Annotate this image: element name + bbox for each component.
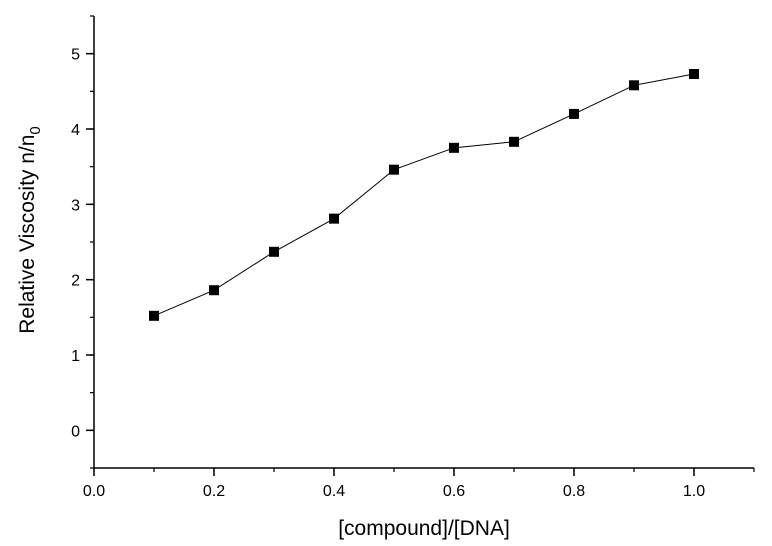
data-point-marker bbox=[149, 310, 159, 321]
x-tick-label: 0.4 bbox=[323, 483, 345, 500]
data-point-marker bbox=[629, 80, 639, 91]
y-ticks: 0 1 2 3 4 5 bbox=[71, 15, 94, 469]
y-axis-label-subscript: 0 bbox=[27, 126, 44, 134]
x-tick-label: 1.0 bbox=[683, 483, 705, 500]
x-tick-label: 0.8 bbox=[563, 483, 585, 500]
data-point-marker bbox=[569, 108, 579, 119]
y-tick-label: 1 bbox=[71, 348, 80, 365]
data-point-marker bbox=[329, 213, 339, 224]
x-axis-label: [compound]/[DNA] bbox=[338, 517, 510, 540]
series-layer bbox=[149, 69, 699, 321]
axes bbox=[93, 16, 754, 469]
data-point-marker bbox=[449, 142, 459, 153]
series-line bbox=[153, 73, 695, 317]
y-axis-label-main: Relative Viscosity n/n bbox=[16, 135, 39, 334]
data-point-marker bbox=[389, 164, 399, 175]
x-tick-label: 0.6 bbox=[443, 483, 465, 500]
data-point-marker bbox=[509, 136, 519, 147]
x-ticks: 0.0 0.2 0.4 0.6 0.8 1.0 bbox=[83, 468, 755, 500]
x-tick-label: 0.0 bbox=[83, 483, 105, 500]
data-point-marker bbox=[209, 285, 219, 296]
y-tick-label: 0 bbox=[71, 423, 80, 440]
y-axis-label: Relative Viscosity n/n0 bbox=[16, 126, 44, 334]
data-point-marker bbox=[689, 69, 699, 80]
y-tick-label: 3 bbox=[71, 197, 80, 214]
x-tick-label: 0.2 bbox=[203, 483, 225, 500]
y-tick-label: 5 bbox=[71, 47, 80, 64]
data-point-marker bbox=[269, 246, 279, 257]
y-tick-label: 4 bbox=[71, 122, 80, 139]
y-tick-label: 2 bbox=[71, 273, 80, 290]
